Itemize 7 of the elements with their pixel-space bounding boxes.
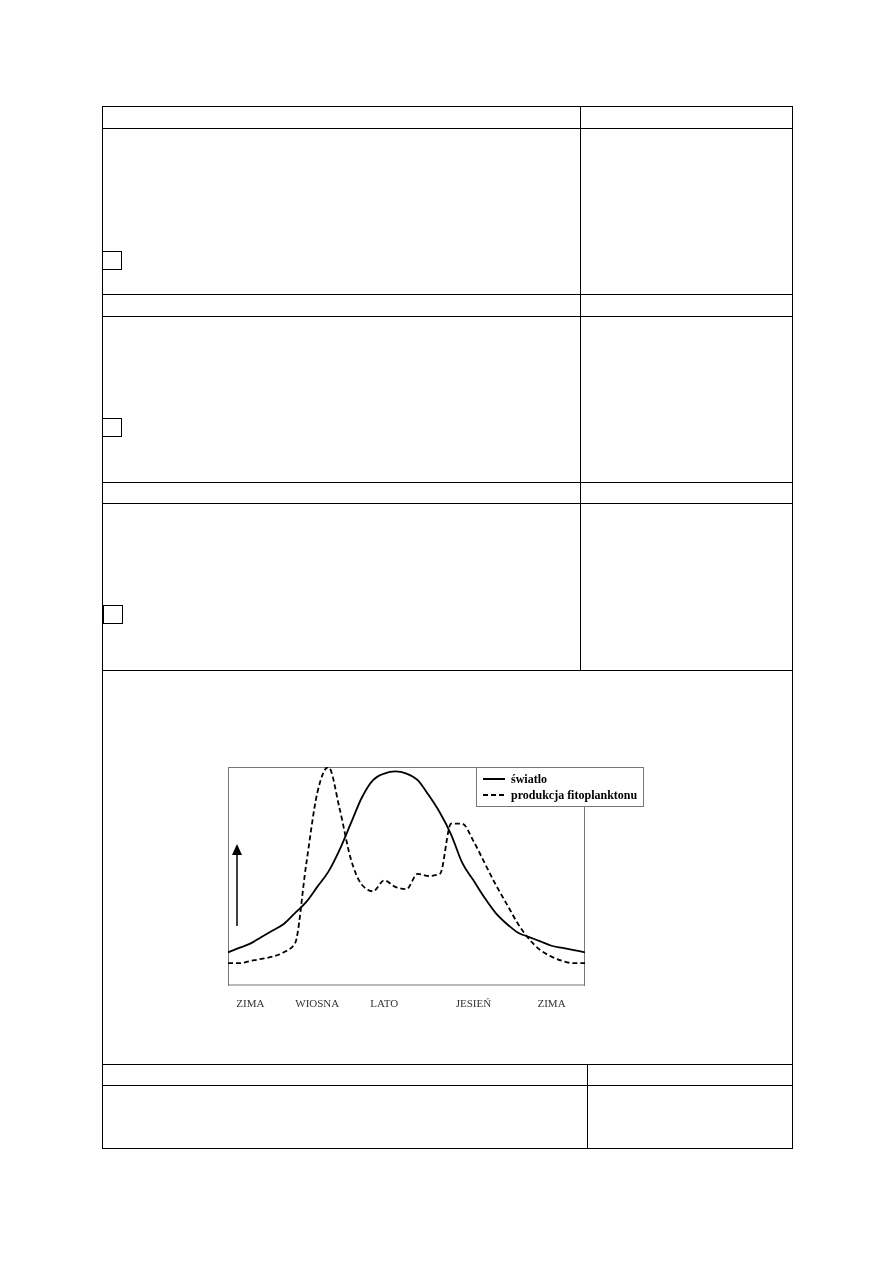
x-tick-label: ZIMA bbox=[537, 996, 566, 1009]
x-tick-label: LATO bbox=[370, 996, 399, 1009]
x-tick-label: JESIEŃ bbox=[455, 996, 492, 1009]
x-tick-label: WIOSNA bbox=[295, 996, 340, 1009]
x-tick-label: ZIMA bbox=[236, 996, 265, 1009]
legend-label: światlo bbox=[511, 771, 547, 787]
legend-label: produkcja fitoplanktonu bbox=[511, 787, 638, 803]
